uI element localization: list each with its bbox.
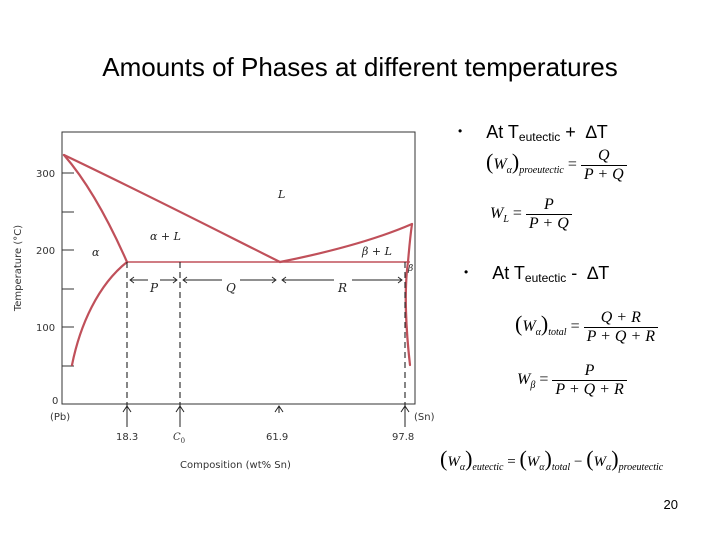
region-label-beta-liquid: β + L [361,245,392,258]
bullet-suffix: - ∆T [566,263,610,283]
y-tick-label: 0 [52,396,58,407]
plot-frame [61,131,416,405]
bullet-subscript: eutectic [518,130,561,144]
y-tick-label: 300 [36,169,55,180]
region-label-liquid: L [277,188,285,201]
page-number: 20 [663,497,678,512]
composition-label-97-8: 97.8 [392,432,414,443]
bullet-glyph: • [458,124,463,138]
solvus-sn-side [404,260,412,367]
x-axis-label: Composition (wt% Sn) [180,460,291,471]
solidus-pb-side [62,153,129,264]
bullet-suffix: + ∆T [560,122,608,142]
segment-label-p: P [149,281,159,295]
liquidus-pb-side [62,153,282,264]
solidus-sn-side [406,222,414,264]
y-tick-label: 200 [36,246,55,257]
solvus-pb-side [70,260,129,367]
composition-label-c0: C0 [173,432,185,445]
composition-lines [126,262,406,406]
segment-label-q: Q [226,281,236,295]
slide-title: Amounts of Phases at different temperatu… [102,52,618,82]
end-label-pb: (Pb) [50,412,70,423]
y-axis-label: Temperature (°C) [13,225,24,312]
segment-arrows [129,276,403,284]
equation-w-alpha-eutectic: (Wα)eutectic = (Wα)total − (Wα)proeutect… [440,446,664,473]
composition-arrows [122,405,410,427]
bullet-prefix: At T [486,122,519,142]
composition-label-18-3: 18.3 [116,432,138,443]
bullet-below-eutectic: • At Teutectic - ∆T [464,263,609,285]
bullet-glyph: • [464,265,469,279]
region-label-alpha-liquid: α + L [150,230,181,243]
composition-label-61-9: 61.9 [266,432,288,443]
phase-boundaries [62,153,414,367]
region-label-alpha: α [92,246,100,259]
liquidus-sn-side [278,222,414,264]
bullet-above-eutectic: • At Teutectic + ∆T [458,122,608,144]
region-label-beta: β [407,264,413,274]
y-axis-ticks [62,172,74,367]
end-label-sn: (Sn) [414,412,435,423]
segment-label-r: R [337,281,347,295]
y-tick-label: 100 [36,323,55,334]
bullet-subscript: eutectic [524,271,567,285]
bullet-prefix: At T [492,263,525,283]
